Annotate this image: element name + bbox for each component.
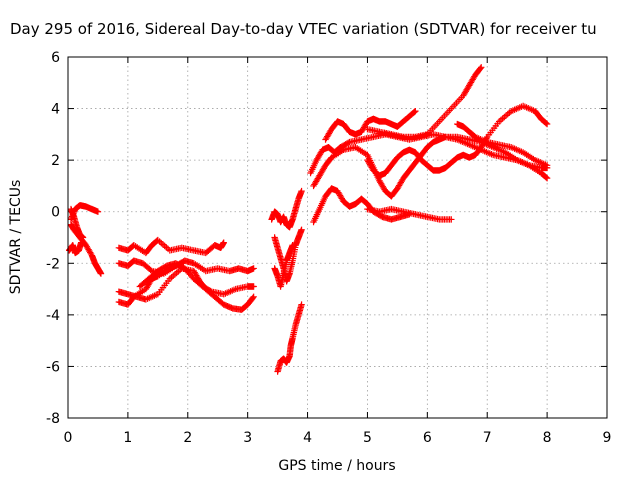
data-point <box>543 162 551 169</box>
x-tick-label: 8 <box>543 430 552 446</box>
data-point <box>250 265 257 272</box>
data-point <box>298 226 305 233</box>
x-tick-label: 2 <box>183 430 192 446</box>
data-point <box>207 287 214 295</box>
data-point <box>477 65 484 72</box>
x-tick-labels: 0 1 2 3 4 5 6 7 8 9 <box>64 430 612 446</box>
series-18 <box>322 107 419 143</box>
data-point <box>79 234 87 241</box>
series-21 <box>454 120 551 169</box>
y-tick-label: 4 <box>51 102 60 118</box>
data-point <box>543 174 550 181</box>
data-point <box>178 260 185 267</box>
data-point <box>94 208 102 215</box>
data-point <box>298 301 305 308</box>
data-point <box>448 216 455 223</box>
y-tick-label: 0 <box>51 205 60 221</box>
data-point <box>543 174 551 182</box>
series-19 <box>364 64 485 141</box>
series-14 <box>310 185 413 226</box>
x-tick-label: 1 <box>123 430 132 446</box>
grid-lines <box>68 57 607 418</box>
series-20 <box>364 102 551 179</box>
x-axis-label: GPS time / hours <box>278 458 395 474</box>
series-4 <box>67 205 87 241</box>
data-point <box>543 120 551 128</box>
series-15 <box>364 205 455 223</box>
y-axis-label: SDTVAR / TECUs <box>8 180 24 295</box>
x-tick-label: 5 <box>363 430 372 446</box>
series-9 <box>115 260 185 308</box>
y-tick-label: -8 <box>46 411 60 427</box>
data-point <box>478 64 485 71</box>
data-point <box>298 187 305 195</box>
data-point <box>250 283 257 290</box>
x-tick-label: 4 <box>303 430 312 446</box>
chart-title: Day 295 of 2016, Sidereal Day-to-day VTE… <box>10 20 597 38</box>
series-3 <box>65 239 85 257</box>
x-tick-label: 6 <box>423 430 432 446</box>
x-tick-label: 0 <box>64 430 73 446</box>
x-tick-label: 7 <box>483 430 492 446</box>
data-point <box>220 239 227 246</box>
data-point <box>97 270 105 277</box>
y-tick-label: -2 <box>46 256 60 272</box>
y-tick-label: -4 <box>46 308 60 324</box>
x-tick-label: 9 <box>603 430 612 446</box>
data-point <box>412 107 419 115</box>
series-17 <box>310 133 551 200</box>
series-13 <box>274 301 305 375</box>
data-point <box>344 139 352 147</box>
y-tick-label: 6 <box>51 50 60 66</box>
y-tick-labels: -8 -6 -4 -2 0 2 4 6 <box>46 50 60 427</box>
data-point <box>250 293 257 301</box>
y-tick-label: -6 <box>46 359 60 375</box>
data-point <box>543 120 550 127</box>
data-point <box>289 242 296 249</box>
data-point <box>147 266 154 274</box>
data-point <box>411 108 418 116</box>
data-point <box>249 294 256 302</box>
plot-frame <box>67 56 608 419</box>
y-tick-label: 2 <box>51 153 60 169</box>
series-10 <box>268 187 305 231</box>
data-point <box>77 239 85 246</box>
x-tick-label: 3 <box>243 430 252 446</box>
axis-ticks <box>67 56 608 419</box>
data-marks <box>65 64 551 375</box>
series-5 <box>115 236 227 257</box>
series-12 <box>271 242 296 290</box>
